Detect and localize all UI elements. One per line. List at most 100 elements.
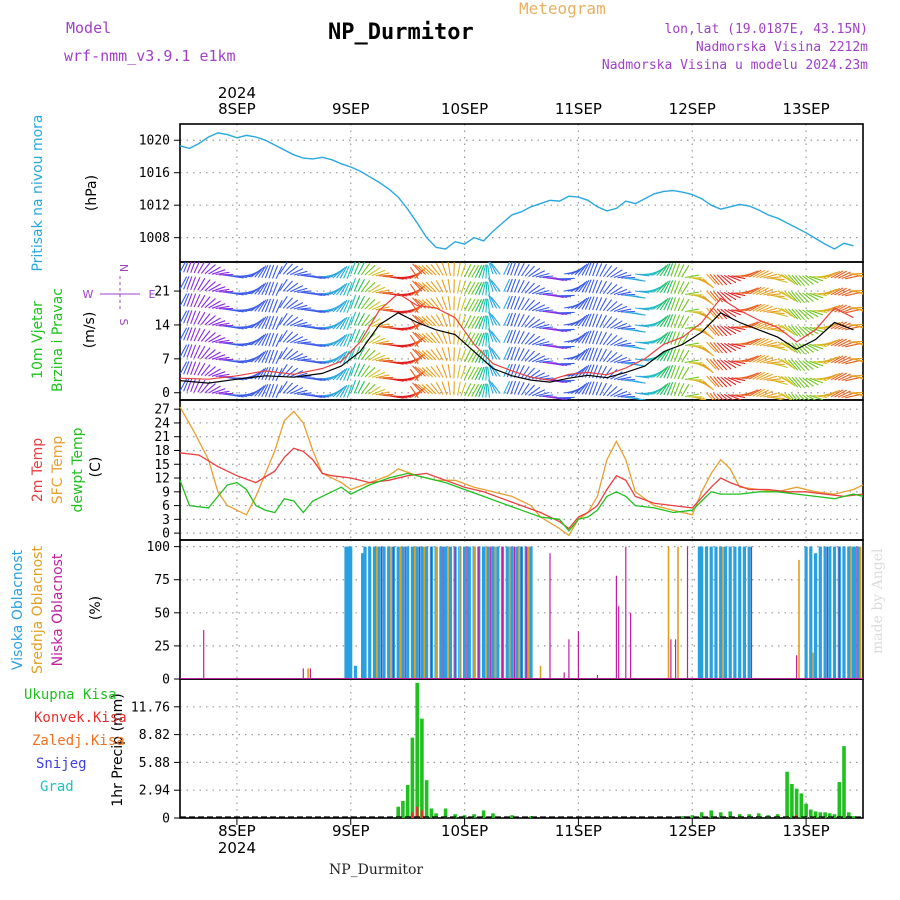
cloud-bar <box>675 639 677 679</box>
y-tick-label: 12 <box>154 472 170 487</box>
wind-barb <box>539 292 554 295</box>
wind-barb <box>588 279 595 293</box>
wind-barb <box>275 367 283 382</box>
wind-barb <box>474 333 483 347</box>
wind-barb <box>346 282 353 296</box>
wind-barb <box>827 338 841 346</box>
precip-bar <box>420 718 424 818</box>
cloud-bar <box>630 612 632 679</box>
wind-barb <box>845 360 860 365</box>
altitude-text: Nadmorska Visina 2212m <box>695 40 868 55</box>
wind-barb <box>375 289 390 294</box>
wind-barb <box>275 282 283 297</box>
wind-barb <box>360 365 371 378</box>
wind-barb <box>357 312 365 326</box>
wind-barb <box>784 359 796 370</box>
wind-barb <box>763 290 778 296</box>
wind-barb <box>862 275 863 276</box>
ylabel-wind-unit: (m/s) <box>82 312 98 349</box>
precip-legend-item: Zaledj.Kisa <box>32 733 125 749</box>
wind-barb <box>745 389 759 397</box>
x-date-top: 9SEP <box>332 100 370 118</box>
wind-barb <box>421 265 433 276</box>
wind-barb <box>467 264 476 278</box>
wind-barb <box>531 389 546 397</box>
wind-barb <box>517 296 525 311</box>
wind-barb <box>681 265 690 278</box>
wind-barb <box>350 262 356 275</box>
cloud-bar <box>302 668 304 679</box>
wind-barb <box>681 350 690 363</box>
wind-barb <box>332 353 344 364</box>
cloud-bar <box>842 546 846 679</box>
precip-bar <box>434 813 438 818</box>
wind-barb <box>286 316 299 326</box>
wind-barb <box>827 355 841 363</box>
wind-barb <box>553 294 568 299</box>
cloud-bar <box>823 546 827 679</box>
x-date-bottom: 10SEP <box>441 822 488 840</box>
wind-barb <box>766 378 781 381</box>
wind-barb <box>813 309 828 313</box>
wind-barb <box>487 281 491 296</box>
cloud-bar <box>361 553 365 679</box>
wind-barb <box>286 265 299 275</box>
wind-barb <box>581 296 590 310</box>
y-tick-label: 15 <box>154 458 170 473</box>
wind-barb <box>780 324 793 334</box>
wind-barb <box>197 362 206 376</box>
wind-barb <box>685 291 699 296</box>
wind-barb <box>862 377 863 378</box>
wind-barb <box>339 265 348 279</box>
wind-barb <box>677 366 685 380</box>
wind-barb <box>417 316 430 326</box>
wind-barb <box>848 289 863 292</box>
wind-barb <box>343 282 350 296</box>
wind-barb <box>621 310 636 313</box>
precip-bar <box>809 809 813 818</box>
wind-barb <box>357 295 365 309</box>
wind-barb <box>830 304 844 313</box>
wind-barb <box>706 358 717 370</box>
wind-barb <box>264 383 272 398</box>
wind-barb <box>364 315 376 327</box>
wind-barb <box>503 329 511 344</box>
wind-barb <box>297 341 312 344</box>
wind-barb <box>553 345 568 350</box>
precip-bar <box>828 813 832 818</box>
wind-barb <box>513 313 521 327</box>
wind-barb <box>489 295 498 309</box>
wind-barb <box>748 337 762 346</box>
wind-barb <box>417 333 430 343</box>
wind-barb <box>581 347 590 361</box>
wind-barb <box>706 341 717 353</box>
wind-barb <box>656 367 667 378</box>
wind-barb <box>798 377 810 388</box>
wind-barb <box>215 356 230 361</box>
wind-barb <box>517 364 525 379</box>
wind-barb <box>670 280 677 294</box>
y-tick-label: 0 <box>162 673 170 688</box>
wind-barb <box>186 344 193 358</box>
wind-barb <box>293 389 308 395</box>
wind-barb <box>271 384 279 398</box>
wind-barb <box>353 329 361 343</box>
cloud-bar <box>485 546 487 679</box>
wind-barb <box>204 332 216 343</box>
wind-barb <box>574 332 586 344</box>
wind-barb <box>859 376 863 380</box>
wind-barb <box>830 372 844 381</box>
wind-barb <box>621 276 636 279</box>
wind-barb <box>584 381 592 395</box>
wind-barb <box>297 358 312 361</box>
wind-barb <box>364 264 376 276</box>
wind-barb <box>487 366 491 381</box>
wind-barb <box>617 376 632 381</box>
wind-barb <box>510 312 517 327</box>
wind-barb <box>471 316 480 329</box>
wind-barb <box>770 396 785 400</box>
cloud-bar <box>596 675 598 679</box>
wind-barb <box>528 335 541 345</box>
wind-barb <box>371 371 386 379</box>
wind-barb <box>535 272 550 278</box>
